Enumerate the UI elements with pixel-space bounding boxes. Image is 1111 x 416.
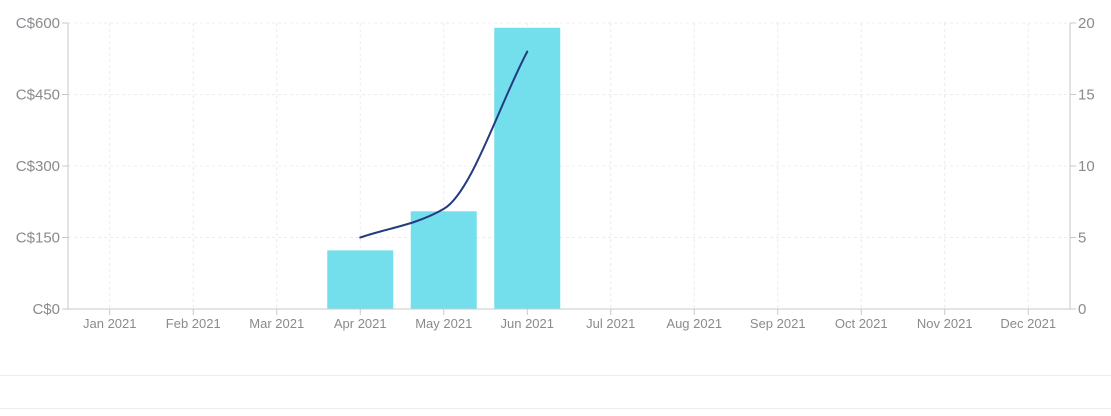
y-right-tick-label: 15: [1078, 87, 1095, 104]
x-tick-label: Jan 2021: [83, 316, 137, 331]
divider-bottom: [0, 408, 1111, 409]
bar-jun-2021: [494, 28, 560, 309]
bar-may-2021: [411, 211, 477, 309]
x-tick-label: Nov 2021: [917, 316, 973, 331]
y-left-tick-label: C$450: [16, 87, 60, 104]
y-right-tick-label: 5: [1078, 230, 1086, 247]
x-tick-label: Apr 2021: [334, 316, 387, 331]
x-tick-label: May 2021: [415, 316, 472, 331]
y-left-tick-label: C$300: [16, 158, 60, 175]
y-left-tick-label: C$0: [32, 301, 60, 318]
x-tick-label: Sep 2021: [750, 316, 806, 331]
x-tick-label: Jul 2021: [586, 316, 635, 331]
y-left-tick-label: C$150: [16, 230, 60, 247]
y-right-tick-label: 0: [1078, 301, 1086, 318]
bar-apr-2021: [327, 250, 393, 309]
x-tick-label: Aug 2021: [666, 316, 722, 331]
grid: [68, 23, 1070, 309]
y-right-tick-label: 20: [1078, 15, 1095, 32]
x-tick-label: Oct 2021: [835, 316, 888, 331]
axes: [62, 23, 1076, 315]
x-tick-label: Dec 2021: [1000, 316, 1056, 331]
x-tick-label: Jun 2021: [501, 316, 555, 331]
divider-top: [0, 375, 1111, 376]
x-tick-label: Feb 2021: [166, 316, 221, 331]
x-tick-label: Mar 2021: [249, 316, 304, 331]
y-right-tick-label: 10: [1078, 158, 1095, 175]
y-left-tick-label: C$600: [16, 15, 60, 32]
